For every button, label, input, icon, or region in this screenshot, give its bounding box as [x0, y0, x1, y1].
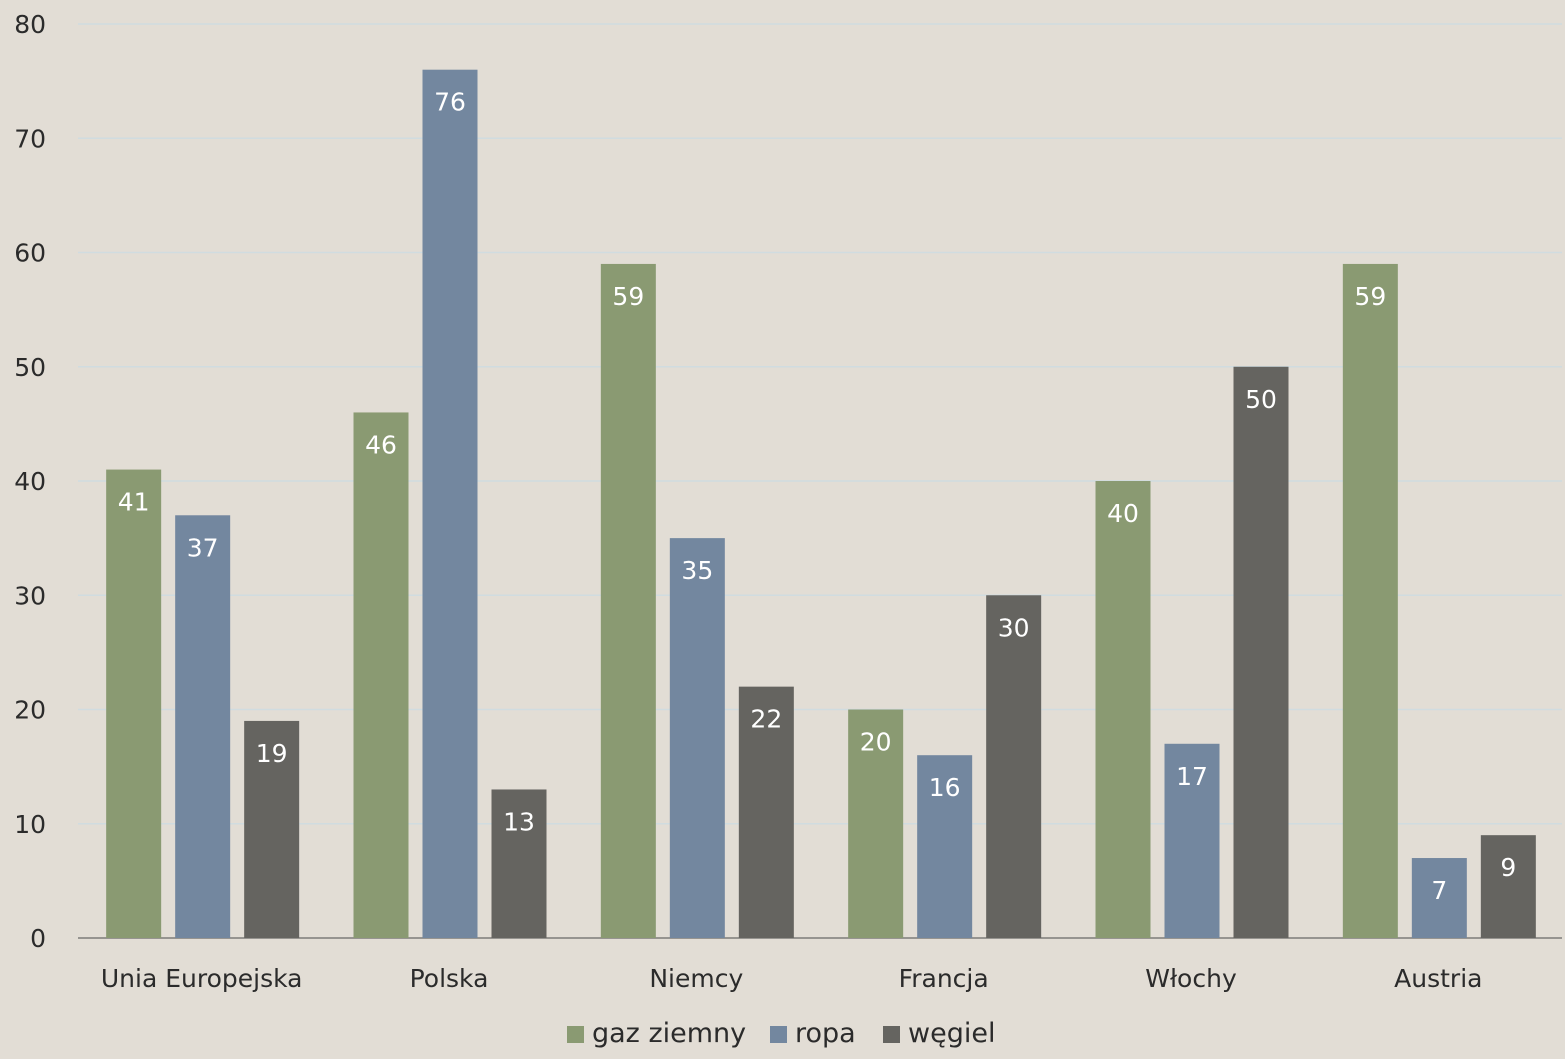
- data-labels: 41 37 19 46 76 13 59 35 22 20 16 30 40 17 50 59 7 9: [118, 88, 1517, 905]
- y-tick-label: 50: [14, 353, 46, 382]
- data-label: 35: [681, 556, 713, 585]
- bar-ropa: [669, 538, 725, 938]
- bar-gaz-ziemny: [1095, 481, 1151, 938]
- data-label: 17: [1176, 762, 1208, 791]
- data-label: 7: [1431, 876, 1447, 905]
- data-label: 59: [612, 282, 644, 311]
- legend-label: gaz ziemny: [592, 1018, 746, 1049]
- bars: [106, 69, 1536, 938]
- bar-węgiel: [738, 686, 794, 938]
- y-tick-label: 30: [14, 581, 46, 610]
- data-label: 41: [118, 488, 150, 517]
- x-category-label: Niemcy: [649, 964, 743, 993]
- data-label: 76: [434, 88, 466, 117]
- y-tick-label: 0: [30, 924, 46, 953]
- bar-gaz-ziemny: [106, 469, 162, 938]
- bar-gaz-ziemny: [848, 709, 904, 938]
- bar-ropa: [917, 755, 973, 938]
- data-label: 46: [365, 430, 397, 459]
- bar-ropa: [1164, 743, 1220, 938]
- legend-swatch: [567, 1026, 584, 1043]
- bar-węgiel: [244, 720, 300, 938]
- bar-gaz-ziemny: [600, 263, 656, 938]
- x-category-label: Włochy: [1145, 964, 1237, 993]
- data-label: 22: [750, 705, 782, 734]
- bar-gaz-ziemny: [353, 412, 409, 938]
- legend-swatch: [883, 1026, 900, 1043]
- y-tick-label: 40: [14, 467, 46, 496]
- x-axis-categories: Unia Europejska Polska Niemcy Francja Włochy…: [101, 964, 1483, 993]
- legend-swatch: [770, 1026, 787, 1043]
- data-label: 40: [1107, 499, 1139, 528]
- y-tick-label: 70: [14, 124, 46, 153]
- y-tick-label: 80: [14, 10, 46, 39]
- y-tick-label: 20: [14, 696, 46, 725]
- bar-ropa: [1411, 858, 1467, 938]
- data-label: 9: [1500, 853, 1516, 882]
- x-category-label: Unia Europejska: [101, 964, 303, 993]
- data-label: 59: [1354, 282, 1386, 311]
- data-label: 30: [998, 613, 1030, 642]
- legend: gaz ziemny ropa węgiel: [567, 1018, 995, 1049]
- bar-ropa: [175, 515, 231, 938]
- legend-label: węgiel: [908, 1018, 995, 1049]
- x-category-label: Francja: [899, 964, 989, 993]
- bar-węgiel: [1233, 366, 1289, 938]
- bar-ropa: [422, 69, 478, 938]
- data-label: 20: [860, 728, 892, 757]
- x-category-label: Polska: [410, 964, 489, 993]
- gridlines: [78, 23, 1562, 939]
- bar-gaz-ziemny: [1342, 263, 1398, 938]
- bar-węgiel: [1480, 835, 1536, 938]
- y-tick-label: 60: [14, 239, 46, 268]
- data-label: 19: [256, 739, 288, 768]
- data-label: 37: [187, 533, 219, 562]
- y-tick-label: 10: [14, 810, 46, 839]
- x-category-label: Austria: [1394, 964, 1482, 993]
- bar-węgiel: [491, 789, 547, 938]
- y-axis-ticks: 0 10 20 30 40 50 60 70 80: [14, 10, 46, 953]
- data-label: 16: [929, 773, 961, 802]
- legend-label: ropa: [795, 1018, 856, 1049]
- data-label: 50: [1245, 385, 1277, 414]
- data-label: 13: [503, 807, 535, 836]
- bar-węgiel: [986, 595, 1042, 938]
